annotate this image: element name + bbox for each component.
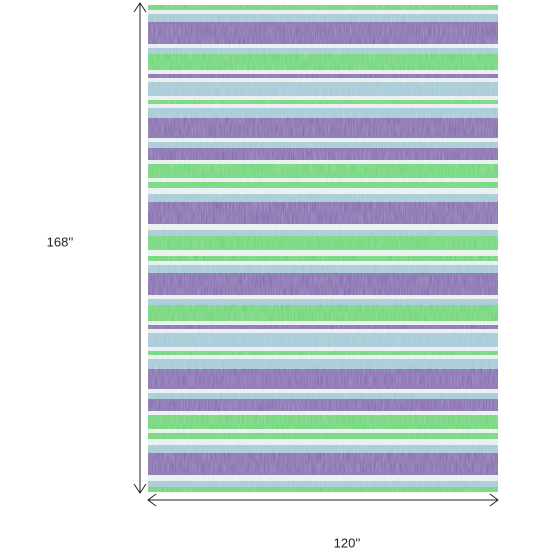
stripe <box>148 299 498 305</box>
stripe <box>148 355 498 359</box>
stripe <box>148 333 498 347</box>
stripe <box>148 118 498 138</box>
stripe <box>148 321 498 325</box>
stripe <box>148 108 498 118</box>
stripe <box>148 148 498 160</box>
stripe <box>148 415 498 429</box>
stripe <box>148 202 498 224</box>
stripe <box>148 325 498 329</box>
stripe <box>148 273 498 295</box>
stripe <box>148 188 498 194</box>
stripe <box>148 100 498 104</box>
stripe <box>148 22 498 44</box>
width-label: 120'' <box>334 535 361 550</box>
stripe <box>148 54 498 70</box>
stripe <box>148 389 498 393</box>
stripe <box>148 351 498 355</box>
stripe <box>148 445 498 453</box>
stripe <box>148 48 498 54</box>
stripe <box>148 5 498 10</box>
stripe <box>148 265 498 273</box>
stripe <box>148 347 498 351</box>
stripe <box>148 429 498 433</box>
stripe <box>148 178 498 182</box>
stripe <box>148 182 498 188</box>
stripe <box>148 160 498 164</box>
stripe <box>148 194 498 202</box>
height-arrow <box>133 2 147 494</box>
stripe <box>148 393 498 399</box>
stripe <box>148 411 498 415</box>
stripe <box>148 250 498 256</box>
stripe <box>148 224 498 230</box>
stripe <box>148 10 498 14</box>
stripe <box>148 70 498 74</box>
stripe <box>148 475 498 481</box>
stripe <box>148 138 498 142</box>
stripe <box>148 74 498 78</box>
stripe <box>148 399 498 411</box>
stripe <box>148 487 498 492</box>
stripe <box>148 230 498 236</box>
stripe <box>148 14 498 22</box>
stripe <box>148 295 498 299</box>
rug <box>148 5 498 492</box>
stripe <box>148 433 498 439</box>
stripe <box>148 236 498 250</box>
stripe <box>148 82 498 96</box>
stripe <box>148 261 498 265</box>
stripe <box>148 44 498 48</box>
stripe <box>148 78 498 82</box>
stripe <box>148 142 498 148</box>
stripe <box>148 329 498 333</box>
stripe <box>148 453 498 475</box>
width-arrow <box>147 493 499 507</box>
stripe <box>148 369 498 389</box>
stripe <box>148 164 498 178</box>
stripe <box>148 305 498 321</box>
stripe <box>148 104 498 108</box>
height-label: 168'' <box>47 234 74 249</box>
stripe <box>148 256 498 261</box>
stripe <box>148 359 498 369</box>
stripe <box>148 439 498 445</box>
stripe <box>148 96 498 100</box>
stripe <box>148 481 498 487</box>
